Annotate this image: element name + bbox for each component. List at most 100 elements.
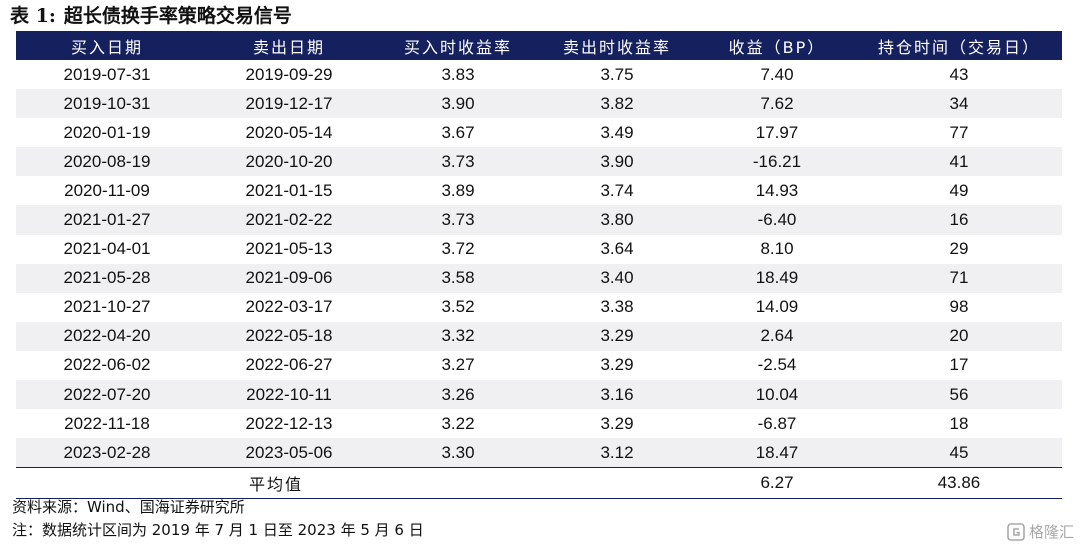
holding-days-cell: 45: [856, 438, 1062, 469]
sell-date-cell: 2021-09-06: [198, 263, 380, 293]
table-footer: 平均值 6.27 43.86: [16, 467, 1062, 500]
return-bp-cell: -16.21: [698, 147, 856, 177]
buy-date-cell: 2019-07-31: [16, 60, 198, 90]
sell-date-cell: 2019-09-29: [198, 60, 380, 90]
sell-date-cell: 2022-05-18: [198, 321, 380, 351]
watermark-text: 格隆汇: [1028, 523, 1074, 541]
return-bp-cell: 7.40: [698, 60, 856, 90]
sell-date-cell: 2020-05-14: [198, 118, 380, 148]
sell-date-cell: 2022-12-13: [198, 409, 380, 439]
average-holding-days: 43.86: [856, 467, 1062, 500]
column-header: 买入时收益率: [380, 31, 536, 60]
buy-yield-cell: 3.32: [380, 321, 536, 351]
return-bp-cell: 7.62: [698, 89, 856, 119]
holding-days-cell: 18: [856, 409, 1062, 439]
sell-yield-cell: 3.82: [536, 89, 698, 119]
holding-days-cell: 49: [856, 176, 1062, 206]
buy-date-cell: 2022-04-20: [16, 321, 198, 351]
sell-yield-cell: 3.64: [536, 234, 698, 264]
holding-days-cell: 17: [856, 350, 1062, 381]
table-row: 2021-10-27 2022-03-17 3.52 3.38 14.09 98: [16, 292, 1062, 322]
holding-days-cell: 98: [856, 292, 1062, 322]
return-bp-cell: 18.49: [698, 263, 856, 293]
average-label: 平均值: [16, 467, 536, 500]
column-header: 卖出日期: [198, 31, 380, 60]
table-row: 2019-07-31 2019-09-29 3.83 3.75 7.40 43: [16, 60, 1062, 90]
sell-date-cell: 2022-10-11: [198, 380, 380, 410]
average-row: 平均值 6.27 43.86: [16, 467, 1062, 500]
buy-date-cell: 2020-08-19: [16, 147, 198, 177]
column-header: 持仓时间（交易日）: [856, 31, 1062, 60]
buy-yield-cell: 3.72: [380, 234, 536, 264]
table-title-text: 超长债换手率策略交易信号: [63, 5, 292, 27]
buy-date-cell: 2022-07-20: [16, 380, 198, 410]
gelonghui-logo-icon: [1007, 522, 1025, 541]
table-body: 2019-07-31 2019-09-29 3.83 3.75 7.40 43 2019-1…: [16, 60, 1062, 469]
holding-days-cell: 29: [856, 234, 1062, 264]
return-bp-cell: -6.87: [698, 409, 856, 439]
table-row: 2021-05-28 2021-09-06 3.58 3.40 18.49 71: [16, 263, 1062, 293]
sell-yield-cell: 3.29: [536, 321, 698, 351]
return-bp-cell: 8.10: [698, 234, 856, 264]
buy-date-cell: 2021-10-27: [16, 292, 198, 322]
sell-date-cell: 2022-03-17: [198, 292, 380, 322]
sell-yield-cell: 3.90: [536, 147, 698, 177]
holding-days-cell: 41: [856, 147, 1062, 177]
trade-signal-table: 买入日期 卖出日期 买入时收益率 卖出时收益率 收益（BP） 持仓时间（交易日） 2019…: [16, 31, 1062, 500]
sell-date-cell: 2021-01-15: [198, 176, 380, 206]
sell-date-cell: 2020-10-20: [198, 147, 380, 177]
average-return-bp: 6.27: [698, 467, 856, 500]
buy-yield-cell: 3.30: [380, 438, 536, 469]
sell-yield-cell: 3.16: [536, 380, 698, 410]
buy-date-cell: 2020-11-09: [16, 176, 198, 206]
holding-days-cell: 20: [856, 321, 1062, 351]
sell-yield-cell: 3.38: [536, 292, 698, 322]
sell-yield-cell: 3.40: [536, 263, 698, 293]
source-note: 资料来源：Wind、国海证券研究所: [12, 498, 245, 516]
table-title: 表 1: 超长债换手率策略交易信号: [10, 4, 292, 28]
buy-date-cell: 2021-05-28: [16, 263, 198, 293]
buy-yield-cell: 3.90: [380, 89, 536, 119]
buy-yield-cell: 3.22: [380, 409, 536, 439]
table-row: 2022-06-02 2022-06-27 3.27 3.29 -2.54 17: [16, 350, 1062, 381]
table-row: 2023-02-28 2023-05-06 3.30 3.12 18.47 45: [16, 438, 1062, 469]
sell-date-cell: 2021-05-13: [198, 234, 380, 264]
buy-yield-cell: 3.73: [380, 205, 536, 235]
buy-date-cell: 2021-04-01: [16, 234, 198, 264]
column-header: 收益（BP）: [698, 31, 856, 60]
column-header: 卖出时收益率: [536, 31, 698, 60]
column-header: 买入日期: [16, 31, 198, 60]
table-header: 买入日期 卖出日期 买入时收益率 卖出时收益率 收益（BP） 持仓时间（交易日）: [16, 31, 1062, 60]
header-row: 买入日期 卖出日期 买入时收益率 卖出时收益率 收益（BP） 持仓时间（交易日）: [16, 31, 1062, 60]
buy-date-cell: 2021-01-27: [16, 205, 198, 235]
sell-yield-cell: 3.29: [536, 350, 698, 381]
average-empty-cell: [536, 467, 698, 500]
return-bp-cell: 18.47: [698, 438, 856, 469]
table-row: 2021-01-27 2021-02-22 3.73 3.80 -6.40 16: [16, 205, 1062, 235]
table-row: 2019-10-31 2019-12-17 3.90 3.82 7.62 34: [16, 89, 1062, 119]
return-bp-cell: 2.64: [698, 321, 856, 351]
buy-date-cell: 2019-10-31: [16, 89, 198, 119]
table-row: 2020-01-19 2020-05-14 3.67 3.49 17.97 77: [16, 118, 1062, 148]
buy-yield-cell: 3.67: [380, 118, 536, 148]
holding-days-cell: 77: [856, 118, 1062, 148]
holding-days-cell: 71: [856, 263, 1062, 293]
sell-yield-cell: 3.29: [536, 409, 698, 439]
table-row: 2020-08-19 2020-10-20 3.73 3.90 -16.21 41: [16, 147, 1062, 177]
watermark: 格隆汇: [1007, 521, 1074, 542]
sell-yield-cell: 3.80: [536, 205, 698, 235]
sell-yield-cell: 3.49: [536, 118, 698, 148]
return-bp-cell: 17.97: [698, 118, 856, 148]
table-row: 2022-04-20 2022-05-18 3.32 3.29 2.64 20: [16, 321, 1062, 351]
sell-date-cell: 2019-12-17: [198, 89, 380, 119]
sell-date-cell: 2021-02-22: [198, 205, 380, 235]
table-row: 2022-11-18 2022-12-13 3.22 3.29 -6.87 18: [16, 409, 1062, 439]
table-row: 2020-11-09 2021-01-15 3.89 3.74 14.93 49: [16, 176, 1062, 206]
sell-date-cell: 2022-06-27: [198, 350, 380, 381]
buy-date-cell: 2022-11-18: [16, 409, 198, 439]
return-bp-cell: 14.93: [698, 176, 856, 206]
table-notes: 资料来源：Wind、国海证券研究所 注：数据统计区间为 2019 年 7 月 1…: [12, 496, 424, 542]
table-number: 表 1:: [10, 5, 56, 27]
buy-date-cell: 2020-01-19: [16, 118, 198, 148]
return-bp-cell: -2.54: [698, 350, 856, 381]
